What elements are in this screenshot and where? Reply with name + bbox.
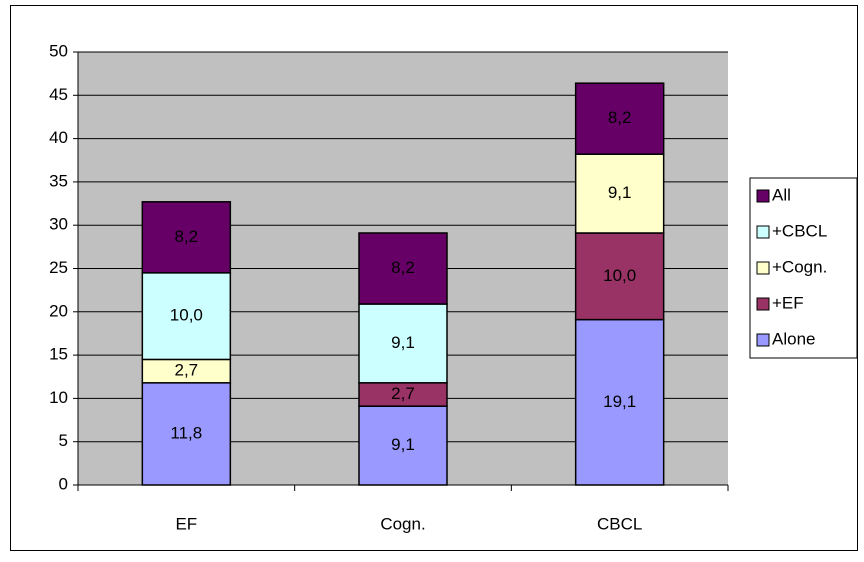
- y-tick-label: 35: [49, 171, 68, 190]
- x-tick-label: EF: [175, 514, 197, 533]
- x-tick-label: Cogn.: [380, 514, 425, 533]
- value-label: 2,7: [175, 361, 199, 380]
- y-tick-label: 40: [49, 128, 68, 147]
- legend-swatch: [756, 225, 770, 239]
- value-label: 8,2: [608, 108, 632, 127]
- value-label: 9,1: [608, 183, 632, 202]
- y-tick-label: 30: [49, 215, 68, 234]
- y-tick-label: 25: [49, 258, 68, 277]
- legend-label: Alone: [772, 329, 815, 348]
- x-tick-label: CBCL: [597, 514, 642, 533]
- value-label: 8,2: [391, 258, 415, 277]
- bar-segment: [141, 201, 232, 274]
- bar-segment: [574, 82, 665, 155]
- legend-label: All: [772, 185, 791, 204]
- legend-swatch: [756, 189, 770, 203]
- bar-segment: [358, 232, 448, 305]
- value-label: 9,1: [391, 435, 415, 454]
- value-label: 11,8: [170, 423, 202, 442]
- bar-segment: [358, 405, 448, 486]
- bar-segment: [141, 382, 232, 486]
- y-tick-label: 5: [59, 431, 68, 450]
- value-label: 2,7: [391, 384, 415, 403]
- y-tick-label: 50: [49, 41, 68, 60]
- legend-label: +CBCL: [772, 221, 827, 240]
- y-tick-label: 15: [49, 345, 68, 364]
- bar-segment: [574, 153, 665, 234]
- y-tick-label: 45: [49, 85, 68, 104]
- y-tick-label: 0: [59, 474, 68, 493]
- value-label: 10,0: [170, 306, 203, 325]
- value-label: 8,2: [175, 227, 199, 246]
- bar-segment: [141, 272, 232, 361]
- legend-label: +Cogn.: [772, 257, 827, 276]
- value-label: 19,1: [603, 392, 636, 411]
- value-label: 10,0: [603, 266, 636, 285]
- y-tick-label: 10: [49, 388, 68, 407]
- legend-label: +EF: [772, 293, 804, 312]
- legend-swatch: [756, 333, 770, 347]
- bar-segment: [358, 303, 448, 384]
- legend-swatch: [756, 297, 770, 311]
- legend-swatch: [756, 261, 770, 275]
- value-label: 9,1: [391, 333, 415, 352]
- y-tick-label: 20: [49, 301, 68, 320]
